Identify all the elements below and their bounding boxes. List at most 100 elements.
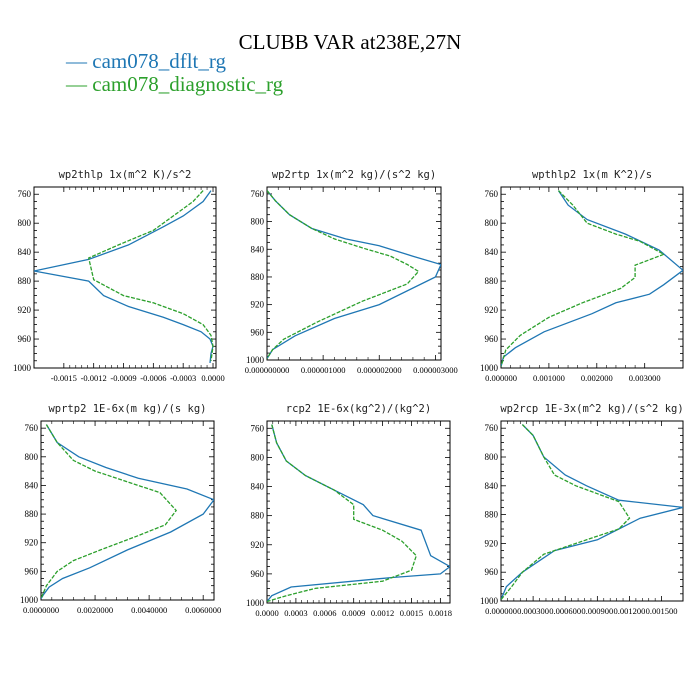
y-tick-label: 840 (251, 244, 265, 254)
x-tick-label: -0.0006 (140, 373, 166, 383)
y-tick-label: 1000 (13, 363, 32, 373)
series-line-dflt (267, 424, 450, 602)
y-tick-label: 960 (18, 334, 32, 344)
x-tick-label: 0.0020000 (77, 605, 113, 615)
x-tick-label: -0.0009 (110, 373, 136, 383)
x-tick-label: 0.0018 (429, 608, 452, 618)
series-line-dflt (41, 424, 214, 599)
x-tick-label: 0.0000 (255, 608, 278, 618)
legend-label: cam078_diagnostic_rg (92, 72, 284, 96)
x-tick-label: 0.000000 (485, 606, 517, 616)
y-tick-label: 800 (251, 452, 265, 462)
y-tick-label: 960 (485, 334, 499, 344)
y-tick-label: 840 (251, 482, 265, 492)
y-tick-label: 800 (485, 452, 499, 462)
y-tick-label: 1000 (480, 596, 499, 606)
y-tick-label: 800 (25, 452, 39, 462)
chart-panel: wp2rcp 1E-3x(m^2 kg)/(s^2 kg)760 800 840 88… (480, 403, 684, 616)
plot-frame (33, 186, 217, 369)
y-tick-label: 800 (18, 218, 32, 228)
y-tick-label: 840 (485, 247, 499, 257)
x-tick-label: 0.000001000 (301, 365, 346, 375)
x-tick-label: 0.0060000 (185, 605, 221, 615)
x-tick-label: 0.000000000 (245, 365, 290, 375)
x-tick-label: 0.0003 (284, 608, 307, 618)
y-tick-label: 760 (25, 423, 39, 433)
x-tick-label: 0.000002000 (357, 365, 402, 375)
y-tick-label: 1000 (20, 595, 39, 605)
y-tick-label: 920 (485, 538, 499, 548)
y-tick-label: 760 (485, 189, 499, 199)
x-tick-label: 0.000600 (549, 606, 581, 616)
series-line-dflt (267, 190, 441, 359)
plot-frame (40, 420, 215, 601)
x-tick-label: 0.001000 (533, 373, 565, 383)
y-tick-label: 760 (251, 423, 265, 433)
panel-title: wp2rtp 1x(m^2 kg)/(s^2 kg) (272, 169, 436, 181)
y-tick-label: 1000 (246, 355, 265, 365)
series-line-diagnostic (501, 424, 631, 601)
x-tick-label: 0.0015 (400, 608, 423, 618)
panel-title: wp2thlp 1x(m^2 K)/s^2 (59, 169, 192, 181)
y-tick-label: 760 (485, 423, 499, 433)
y-tick-label: 880 (485, 276, 499, 286)
legend-dash: — (66, 49, 93, 73)
plot-frame (500, 420, 684, 602)
y-tick-label: 880 (251, 272, 265, 282)
x-tick-label: 0.001200 (614, 606, 646, 616)
series-line-dflt (501, 424, 683, 600)
y-tick-label: 880 (251, 511, 265, 521)
y-tick-label: 960 (25, 566, 39, 576)
series-line-diagnostic (41, 424, 178, 599)
plot-frame (500, 186, 684, 369)
chart-panel: wpthlp2 1x(m K^2)/s 760 800 840 880 920 960 100… (480, 169, 684, 383)
legend-entry-diagnostic: — cam078_diagnostic_rg (66, 72, 283, 97)
y-tick-label: 840 (485, 481, 499, 491)
chart-panel: rcp2 1E-6x(kg^2)/(kg^2) 760 800 840 880 920 96… (246, 403, 452, 618)
x-tick-label: -0.0003 (170, 373, 196, 383)
page-title: CLUBB VAR at238E,27N (238, 30, 462, 54)
x-tick-label: 0.002000 (581, 373, 613, 383)
panel-title: wprtp2 1E-6x(m kg)/(s kg) (48, 403, 206, 415)
chart-panel: wp2thlp 1x(m^2 K)/s^2 760 800 840 880 920 960 1… (13, 169, 225, 383)
series-line-dflt (34, 190, 214, 363)
legend-dash: — (66, 72, 93, 96)
series-line-diagnostic (87, 190, 214, 361)
panel-title: wp2rcp 1E-3x(m^2 kg)/(s^2 kg) (500, 403, 683, 415)
legend-entry-dflt: — cam078_dflt_rg (66, 49, 226, 74)
y-tick-label: 760 (18, 189, 32, 199)
y-tick-label: 960 (485, 567, 499, 577)
series-line-diagnostic (267, 424, 418, 603)
chart-panel: wprtp2 1E-6x(m kg)/(s kg) 760 800 840 880 920… (20, 403, 221, 615)
series-line-dflt (501, 190, 683, 367)
y-tick-label: 760 (251, 189, 265, 199)
x-tick-label: 0.0040000 (131, 605, 167, 615)
x-tick-label: 0.003000 (629, 373, 661, 383)
y-tick-label: 800 (485, 218, 499, 228)
x-tick-label: 0.000003000 (413, 365, 458, 375)
x-tick-label: 0.0000 (201, 373, 224, 383)
y-tick-label: 880 (18, 276, 32, 286)
x-tick-label: 0.0009 (342, 608, 365, 618)
chart-panel: wp2rtp 1x(m^2 kg)/(s^2 kg) 760 800 840 880 92… (245, 169, 458, 375)
x-tick-label: 0.0012 (371, 608, 394, 618)
y-tick-label: 840 (18, 247, 32, 257)
y-tick-label: 960 (251, 569, 265, 579)
legend-label: cam078_dflt_rg (92, 49, 227, 73)
y-tick-label: 800 (251, 217, 265, 227)
series-line-diagnostic (267, 190, 420, 359)
series-line-diagnostic (501, 190, 666, 367)
x-tick-label: 0.000000 (485, 373, 517, 383)
plot-frame (266, 420, 451, 604)
y-tick-label: 840 (25, 480, 39, 490)
y-tick-label: 880 (25, 509, 39, 519)
x-tick-label: -0.0015 (51, 373, 77, 383)
x-tick-label: 0.001500 (646, 606, 678, 616)
y-tick-label: 920 (251, 300, 265, 310)
panel-title: rcp2 1E-6x(kg^2)/(kg^2) (286, 403, 431, 415)
x-tick-label: 0.000300 (517, 606, 549, 616)
x-tick-label: 0.0006 (313, 608, 336, 618)
y-tick-label: 1000 (480, 363, 499, 373)
y-tick-label: 880 (485, 510, 499, 520)
